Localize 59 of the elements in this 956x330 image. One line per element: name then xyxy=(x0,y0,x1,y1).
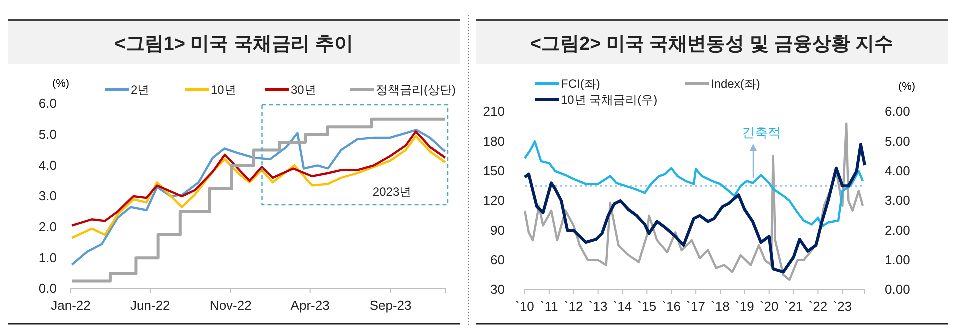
y2-axis-title: (%) xyxy=(898,81,916,93)
y-tick-label: 210 xyxy=(483,104,505,120)
x-tick-label: `17 xyxy=(686,299,706,314)
annotation: 2023년 xyxy=(372,185,412,199)
y2-tick-label: 4.00 xyxy=(885,163,910,178)
x-tick-label: `13 xyxy=(588,299,608,314)
line-series xyxy=(524,140,864,228)
y-tick-label: 4.0 xyxy=(38,158,57,173)
legend-label: 10년 국채금리(우) xyxy=(561,93,658,107)
y2-tick-label: 0.00 xyxy=(885,282,910,298)
x-tick-label: `23 xyxy=(833,299,852,314)
y2-tick-label: 2.00 xyxy=(885,222,910,238)
x-tick-label: `15 xyxy=(638,299,657,314)
legend-label: 10년 xyxy=(211,83,236,97)
legend-label: FCI(좌) xyxy=(561,77,600,91)
legend-label: Index(좌) xyxy=(711,77,760,91)
x-tick-label: `11 xyxy=(540,299,558,314)
legend-label: 정책금리(상단) xyxy=(376,83,456,97)
x-tick-label: `14 xyxy=(613,299,632,314)
y2-tick-label: 6.00 xyxy=(885,104,910,120)
y-tick-label: 0.0 xyxy=(38,281,57,296)
y2-tick-label: 5.00 xyxy=(885,134,910,149)
annotation: 긴축적 xyxy=(742,125,781,140)
y-tick-label: 180 xyxy=(483,134,505,149)
x-tick-label: Nov-22 xyxy=(210,298,252,314)
y2-tick-label: 1.00 xyxy=(885,252,910,268)
chart-title: <그림2> 미국 국채변동성 및 금융상황 지수 xyxy=(530,34,894,55)
line-series xyxy=(70,130,447,227)
line-series xyxy=(524,143,866,274)
x-tick-label: Jan-22 xyxy=(51,298,91,314)
legend-label: 2년 xyxy=(131,83,150,97)
x-tick-label: `21 xyxy=(784,299,804,314)
y-tick-label: 90 xyxy=(490,222,505,238)
y-tick-label: 1.0 xyxy=(38,250,57,266)
x-tick-label: Apr-23 xyxy=(290,298,330,314)
chart-title: <그림1> 미국 국채금리 추이 xyxy=(114,34,354,55)
x-tick-label: `16 xyxy=(662,299,681,314)
y-tick-label: 150 xyxy=(483,163,505,178)
x-tick-label: `20 xyxy=(760,299,779,314)
line-series xyxy=(524,122,864,282)
x-tick-label: Sep-23 xyxy=(370,298,412,314)
y-tick-label: 120 xyxy=(483,193,505,208)
x-tick-label: Jun-22 xyxy=(130,298,170,314)
y-tick-label: 6.0 xyxy=(38,96,57,112)
line-series xyxy=(70,135,447,240)
y-tick-label: 5.0 xyxy=(38,126,57,142)
y-tick-label: 2.0 xyxy=(38,219,57,234)
x-tick-label: `12 xyxy=(564,299,584,314)
line-series xyxy=(70,129,447,266)
x-tick-label: `10 xyxy=(516,299,534,314)
y-tick-label: 3.0 xyxy=(38,188,57,204)
x-tick-label: `22 xyxy=(808,299,828,314)
y2-tick-label: 3.00 xyxy=(885,193,910,208)
y-tick-label: 30 xyxy=(490,282,505,298)
y-tick-label: 60 xyxy=(490,252,505,268)
y-axis-title: (%) xyxy=(52,78,70,90)
x-tick-label: `18 xyxy=(711,299,730,314)
legend-label: 30년 xyxy=(291,83,316,97)
x-tick-label: `19 xyxy=(736,299,754,314)
